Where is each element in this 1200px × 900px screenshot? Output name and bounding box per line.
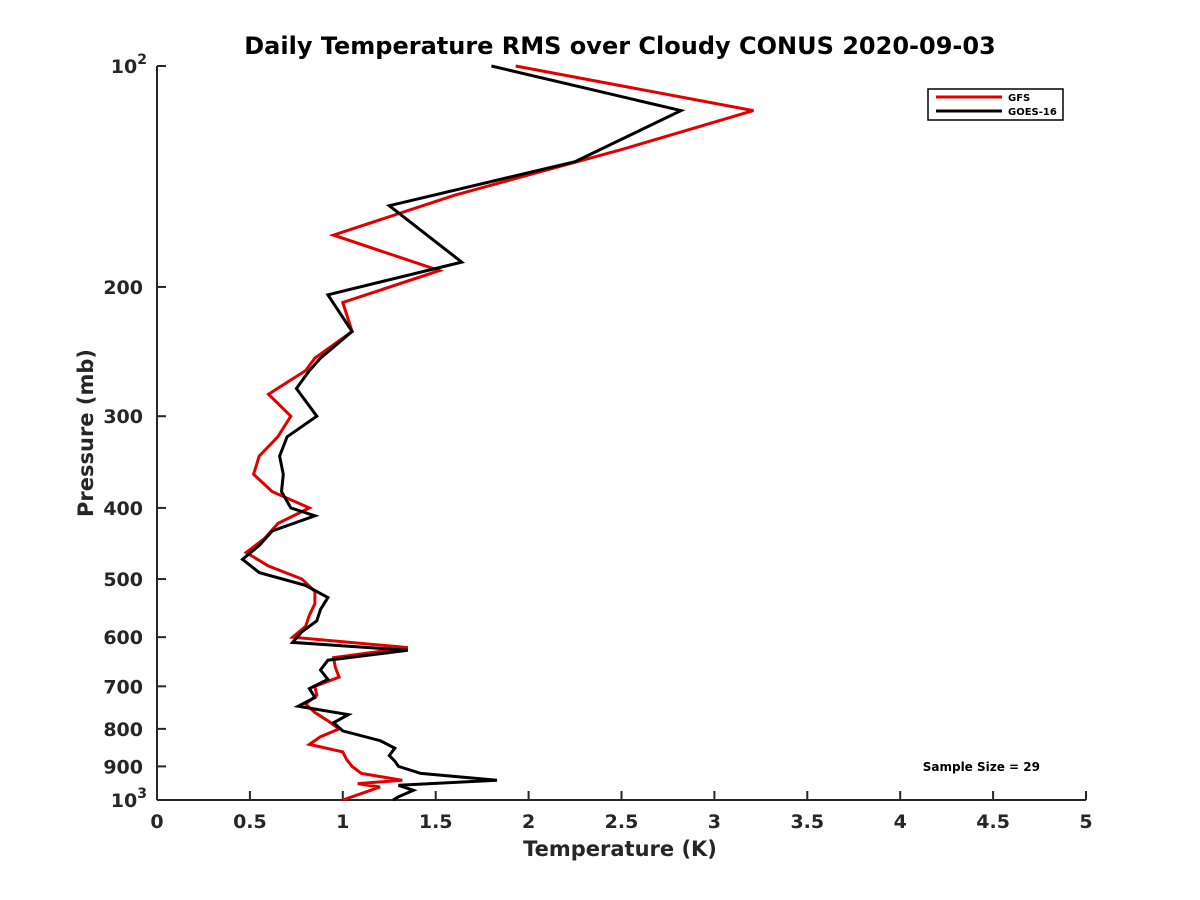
axes: 0 0.5 1 1.5 2 2.5 3 3.5 4 4.5 5 102 200 300 400 500 600 7… [103,52,1092,833]
legend-label-goes16: GOES-16 [1008,107,1057,118]
legend: GFS GOES-16 [927,88,1064,121]
series-layer [240,64,754,802]
y-axis-label: Pressure (mb) [74,349,98,517]
y-tick-label: 800 [103,719,143,741]
legend-label-gfs: GFS [1008,93,1030,104]
x-tick-label: 2.5 [605,811,639,833]
y-tick-label: 600 [103,627,143,649]
y-tick-label: 300 [103,406,143,428]
x-tick-label: 4 [894,811,907,833]
x-tick-label: 4.5 [976,811,1010,833]
x-tick-label: 2 [522,811,535,833]
chart-title: Daily Temperature RMS over Cloudy CONUS … [244,32,996,60]
y-tick-label: 500 [103,569,143,591]
x-tick-label: 0.5 [233,811,267,833]
x-tick-label: 5 [1079,811,1092,833]
y-tick-label: 700 [103,676,143,698]
x-tick-label: 1.5 [419,811,453,833]
series-line-gfs [243,64,754,802]
y-tick-label: 900 [103,756,143,778]
series-line-goes16 [240,64,686,802]
x-tick-label: 3 [708,811,721,833]
y-tick-label: 200 [103,277,143,299]
y-tick-label: 400 [103,498,143,520]
x-tick-label: 0 [150,811,163,833]
x-tick-label: 3.5 [790,811,824,833]
y-tick-label: 103 [111,786,147,812]
legend-box [927,88,1064,121]
x-tick-label: 1 [336,811,349,833]
sample-size-annotation: Sample Size = 29 [923,760,1040,774]
y-tick-label: 102 [111,52,147,78]
x-axis-label: Temperature (K) [523,837,717,861]
